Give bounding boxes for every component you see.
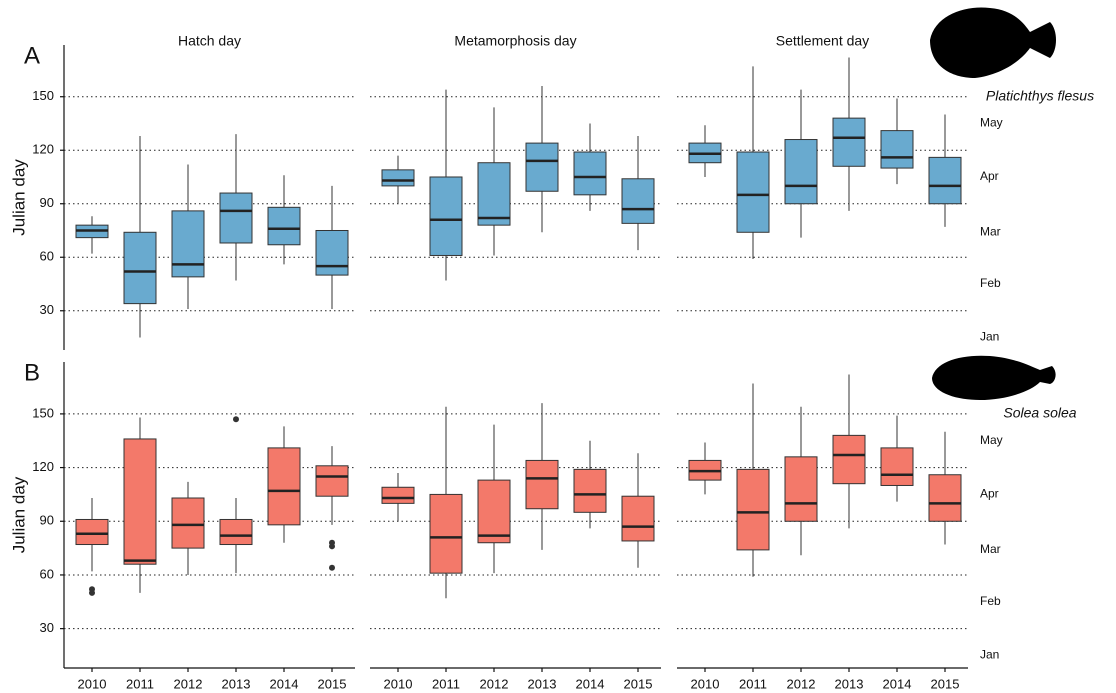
month-label: Feb [980,594,1001,608]
x-tick-label: 2015 [624,676,653,691]
month-label: Jan [980,330,999,344]
x-tick-label: 2013 [528,676,557,691]
y-tick-label: 90 [40,513,54,528]
x-tick-label: 2015 [318,676,347,691]
y-tick-label: 30 [40,620,54,635]
box [929,157,961,203]
fish-silhouette [930,7,1056,78]
box [622,496,654,541]
box [478,163,510,225]
x-tick-label: 2011 [432,676,460,691]
month-label: Feb [980,276,1001,290]
chart: A Julian day Platichthys flesus 30 60 90 120 15… [0,0,1116,693]
box [172,211,204,277]
x-tick-label: 2011 [126,676,154,691]
month-label: Mar [980,224,1001,238]
x-tick-label: 2012 [174,676,203,691]
box [881,131,913,168]
box [220,193,252,243]
month-label: May [980,116,1003,130]
y-tick-label: 60 [40,249,54,264]
month-label: Mar [980,542,1001,556]
box [430,177,462,255]
x-tick-label: 2012 [480,676,509,691]
x-tick-label: 2013 [835,676,864,691]
x-tick-label: 2011 [739,676,767,691]
box [785,457,817,521]
outlier [329,543,335,549]
box [76,519,108,544]
outlier [233,416,239,422]
box [124,232,156,303]
y-tick-label: 60 [40,566,54,581]
box [929,475,961,522]
y-tick-label: 120 [32,142,54,157]
month-label: May [980,433,1003,447]
x-tick-label: 2014 [883,676,912,691]
panel-letter: A [24,42,40,69]
x-tick-label: 2015 [931,676,960,691]
x-tick-label: 2012 [787,676,816,691]
box [382,487,414,503]
box [737,152,769,232]
box [881,448,913,486]
facet-title: Metamorphosis day [454,33,576,49]
species-label: Solea solea [1003,405,1076,421]
facet-title: Settlement day [776,33,869,49]
box [220,519,252,544]
y-axis-label: Julian day [9,159,28,236]
box [622,179,654,224]
box [833,435,865,483]
box [785,140,817,204]
box [833,118,865,166]
y-tick-label: 90 [40,195,54,210]
month-label: Apr [980,487,999,501]
x-tick-label: 2014 [270,676,299,691]
box [268,448,300,525]
box [478,480,510,543]
y-tick-label: 150 [32,88,54,103]
box [124,439,156,564]
y-tick-label: 120 [32,459,54,474]
outlier [329,565,335,571]
y-tick-label: 30 [40,302,54,317]
outlier [89,590,95,596]
species-label: Platichthys flesus [986,87,1094,103]
x-tick-label: 2010 [78,676,107,691]
facet-title: Hatch day [178,33,241,49]
x-tick-label: 2013 [222,676,251,691]
box [526,460,558,508]
box [737,469,769,550]
panel-letter: B [24,359,40,386]
box [268,207,300,244]
month-label: Apr [980,169,999,183]
box [172,498,204,548]
x-tick-label: 2010 [691,676,720,691]
y-tick-label: 150 [32,405,54,420]
box [382,170,414,186]
box [526,143,558,191]
x-tick-label: 2014 [576,676,605,691]
x-tick-label: 2010 [384,676,413,691]
fish-silhouette [932,356,1056,400]
y-axis-label: Julian day [9,476,28,553]
box [430,494,462,573]
box [574,152,606,195]
box [316,230,348,275]
month-label: Jan [980,648,999,662]
box [574,469,606,512]
box [316,466,348,496]
